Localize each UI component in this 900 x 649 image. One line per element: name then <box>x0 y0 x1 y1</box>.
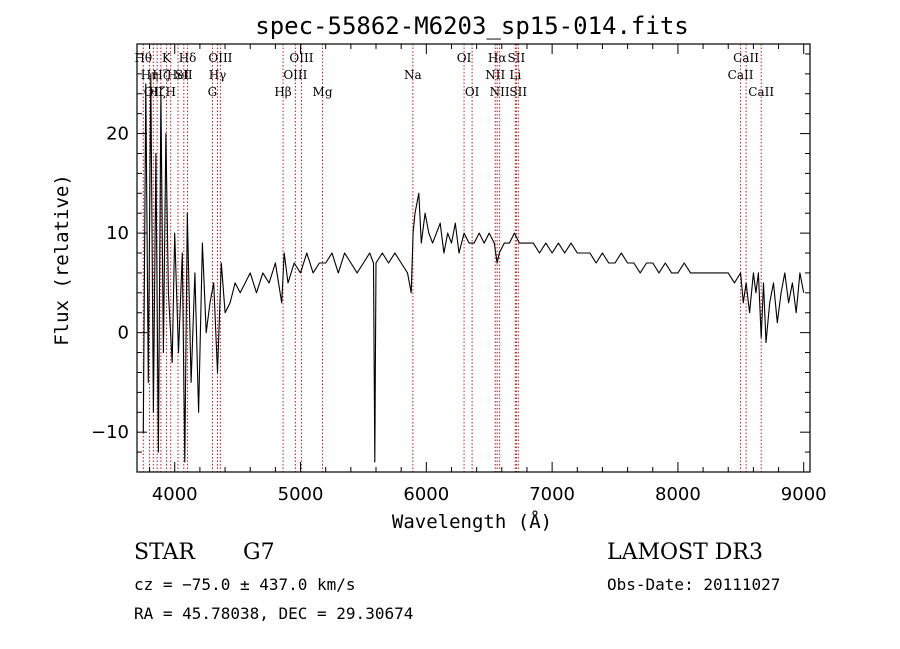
redshift-readout: cz = −75.0 ± 437.0 km/s <box>134 575 356 594</box>
axis-ticks <box>137 44 810 473</box>
x-axis-label: Wavelength (Å) <box>392 510 552 533</box>
line-label-15: OIII <box>289 51 313 65</box>
line-label-7: HeI <box>167 68 190 82</box>
line-label-0: Hθ <box>134 51 152 65</box>
chart-title: spec-55862-M6203_sp15-014.fits <box>255 12 688 40</box>
line-label-14: OIII <box>283 68 307 82</box>
coordinates-readout: RA = 45.78038, DEC = 29.30674 <box>134 604 414 623</box>
line-label-25: SII <box>509 85 527 99</box>
line-label-6: H <box>165 85 175 99</box>
line-label-17: Na <box>404 68 422 82</box>
line-label-23: Li <box>509 68 521 82</box>
object-subclass: G7 <box>243 540 275 565</box>
line-label-18: OI <box>457 51 472 65</box>
line-label-22: NII <box>490 85 510 99</box>
spectrum-line-0 <box>142 73 805 463</box>
y-tick-label-10: 10 <box>106 223 129 244</box>
x-tick-label-6000: 6000 <box>403 484 449 505</box>
line-label-27: CaII <box>733 51 759 65</box>
spectrum-series <box>142 73 805 463</box>
x-tick-label-4000: 4000 <box>152 484 198 505</box>
line-label-1: Hη <box>141 68 159 82</box>
line-label-4: Hζ <box>152 68 169 82</box>
line-label-28: CaII <box>748 85 774 99</box>
y-tick-label-0: 0 <box>118 323 129 344</box>
line-label-21: Hα <box>488 51 507 65</box>
x-tick-label-7000: 7000 <box>529 484 575 505</box>
line-label-26: CaII <box>728 68 754 82</box>
plot-frame <box>136 43 811 473</box>
x-tick-label-9000: 9000 <box>781 484 827 505</box>
x-tick-label-5000: 5000 <box>278 484 324 505</box>
line-label-8: SII <box>175 68 193 82</box>
x-tick-label-8000: 8000 <box>655 484 701 505</box>
line-label-11: Hγ <box>209 68 227 82</box>
y-axis-label: Flux (relative) <box>51 174 73 346</box>
y-tick-label--10: −10 <box>91 422 129 443</box>
line-label-5: K <box>162 51 172 65</box>
line-label-19: OI <box>465 85 480 99</box>
line-label-16: Mg <box>313 85 333 99</box>
line-label-20: NII <box>485 68 505 82</box>
line-label-10: G <box>208 85 218 99</box>
line-label-3: Hζ <box>149 85 166 99</box>
observation-date: Obs-Date: 20111027 <box>607 575 781 594</box>
line-label-9: Hδ <box>179 51 197 65</box>
line-label-13: Hβ <box>274 85 291 99</box>
line-label-24: SII <box>508 51 526 65</box>
line-label-12: OIII <box>208 51 232 65</box>
spectral-line-markers: HθHηOIIHζHζKHHeISIIHδGHγOIIIHβOIIIOIIIMg… <box>134 44 774 472</box>
survey-name: LAMOST DR3 <box>607 540 763 565</box>
object-class: STAR <box>134 540 195 565</box>
line-label-2: OII <box>144 85 164 99</box>
axis-tick-labels: 4000 5000 6000 7000 8000 9000 −10 0 10 20 <box>91 124 827 505</box>
y-tick-label-20: 20 <box>106 124 129 145</box>
